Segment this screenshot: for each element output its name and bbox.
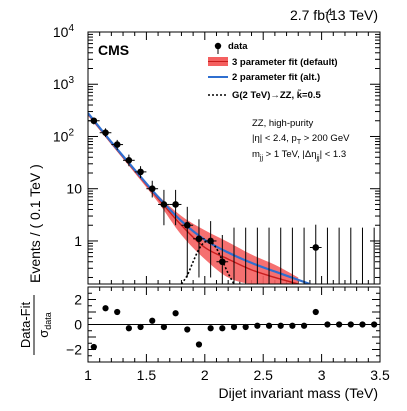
- x-tick-label: 1: [84, 367, 92, 383]
- legend-data: data: [214, 41, 248, 54]
- main-frame: [87, 31, 381, 285]
- annotation-eta-pt: |η| < 2.4, pT > 200 GeV: [252, 133, 350, 146]
- annotation-category: ZZ, high-purity: [252, 118, 313, 129]
- signal-line: [180, 240, 235, 284]
- pull-point: [207, 325, 214, 332]
- pull-point: [371, 321, 378, 328]
- pull-point: [184, 326, 191, 333]
- data-points: [88, 117, 375, 284]
- energy-label: (13 TeV): [325, 7, 378, 23]
- pull-y-numerator: Data-Fit: [18, 301, 33, 348]
- data-point: [146, 180, 159, 198]
- pull-y-denominator: σdata: [36, 312, 53, 338]
- data-marker: [90, 117, 98, 125]
- pull-point: [265, 322, 273, 329]
- data-marker: [148, 185, 156, 193]
- data-point: [134, 166, 147, 179]
- legend-fit2-label: 2 parameter fit (alt.): [232, 72, 320, 83]
- pull-point: [277, 322, 284, 329]
- data-marker: [125, 156, 133, 164]
- pull-point: [114, 308, 121, 316]
- data-point: [181, 206, 194, 278]
- main-y-tick-label: 102: [53, 127, 75, 144]
- data-point: [193, 219, 205, 278]
- data-point: [216, 235, 229, 284]
- pull-point: [300, 322, 308, 329]
- data-point: [123, 154, 135, 167]
- pull-points: [90, 305, 378, 351]
- fit3-uncertainty-band: [88, 112, 299, 284]
- data-marker: [183, 221, 191, 229]
- pull-point: [242, 323, 249, 331]
- pull-point: [125, 325, 132, 332]
- pull-point: [324, 321, 331, 328]
- legend-data-label: data: [228, 41, 248, 52]
- pull-axis-ticks: 2 0 −21 1.5 2 2.5 3 3.5: [66, 286, 390, 383]
- cms-label: CMS: [98, 42, 129, 58]
- pull-point: [160, 323, 168, 331]
- pull-y-tick-label: 2: [74, 292, 82, 308]
- data-marker: [137, 168, 144, 176]
- main-y-axis-label: Events / ( 0.1 TeV ): [27, 164, 43, 283]
- pull-frame: [87, 286, 381, 363]
- pull-point: [137, 323, 144, 331]
- legend-data-marker: [214, 42, 222, 50]
- pull-point: [254, 322, 261, 329]
- data-point: [169, 189, 182, 226]
- data-marker: [102, 129, 109, 137]
- legend: data 3 parameter fit (default) 2 paramet…: [208, 41, 338, 101]
- x-tick-label: 2.5: [253, 367, 273, 383]
- pull-point: [149, 317, 156, 324]
- data-marker: [172, 201, 179, 208]
- pull-y-tick-label: 0: [74, 317, 82, 333]
- pull-point: [102, 305, 109, 312]
- main-panel: 1 10 102 103 104 CMS data 3 parameter fit (d…: [27, 23, 381, 285]
- legend-fit3-label: 3 parameter fit (default): [232, 57, 338, 68]
- legend-signal-label: G(2 TeV)→ZZ, k̃=0.5: [232, 89, 321, 101]
- annotation-mjj-deta: mjj > 1 TeV, |Δηjj| < 1.3: [252, 149, 346, 162]
- pull-y-tick-label: −2: [66, 342, 82, 358]
- data-marker: [312, 244, 320, 251]
- x-tick-label: 3: [318, 367, 326, 383]
- pull-point: [359, 321, 366, 328]
- selection-annotations: ZZ, high-purity |η| < 2.4, pT > 200 GeV …: [252, 118, 350, 162]
- main-y-tick-label: 1: [74, 233, 82, 249]
- data-marker: [219, 258, 226, 266]
- main-y-tick-label: 104: [53, 23, 75, 40]
- data-marker: [113, 141, 121, 148]
- pull-point: [312, 308, 319, 316]
- pull-point: [90, 343, 97, 351]
- main-y-tick-label: 103: [53, 75, 75, 92]
- pull-point: [230, 323, 238, 331]
- data-point: [204, 221, 217, 278]
- data-point: [88, 117, 100, 125]
- legend-fit2: 2 parameter fit (alt.): [208, 72, 320, 83]
- data-point: [99, 128, 112, 137]
- x-tick-label: 2: [201, 367, 209, 383]
- data-point: [309, 224, 322, 284]
- x-tick-label: 3.5: [370, 367, 390, 383]
- data-marker: [207, 237, 214, 245]
- pull-y-axis-label: Data-Fit σdata: [18, 295, 53, 355]
- data-point: [158, 189, 170, 226]
- data-point: [111, 139, 124, 151]
- pull-point: [336, 321, 343, 328]
- pull-point: [289, 322, 296, 329]
- legend-fit3: 3 parameter fit (default): [208, 57, 338, 68]
- data-marker: [160, 201, 168, 208]
- x-axis-label: Dijet invariant mass (TeV): [219, 385, 379, 401]
- legend-signal: G(2 TeV)→ZZ, k̃=0.5: [208, 89, 321, 101]
- pull-panel: 2 0 −21 1.5 2 2.5 3 3.5 Data-Fit σdata Dijet in…: [18, 286, 390, 401]
- x-tick-label: 1.5: [137, 367, 157, 383]
- pull-point: [195, 341, 203, 348]
- main-plot-area: [88, 112, 375, 284]
- data-marker: [195, 235, 203, 243]
- main-y-tick-label: 10: [66, 181, 82, 197]
- pull-point: [172, 310, 179, 317]
- lumi-exponent: -1: [325, 7, 333, 17]
- lumi-label: 2.7 fb-1: [290, 7, 333, 23]
- pull-point: [347, 321, 354, 328]
- pull-point: [219, 325, 226, 332]
